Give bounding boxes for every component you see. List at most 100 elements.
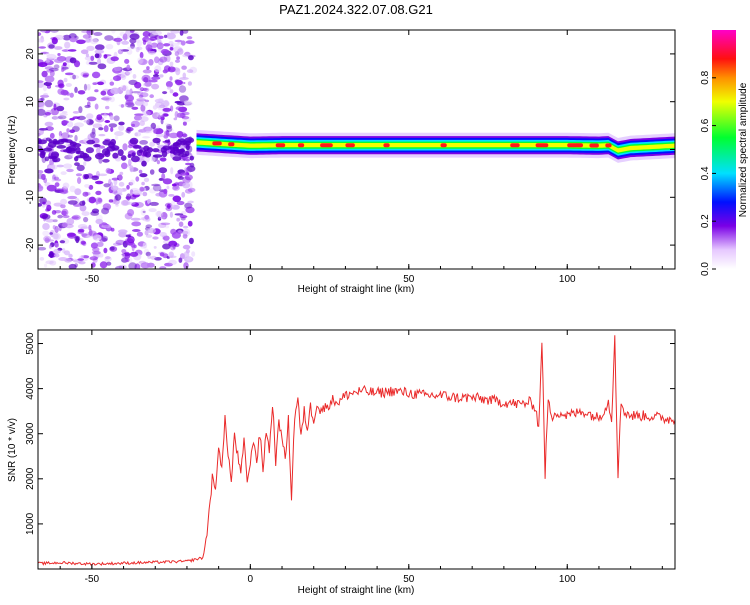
noise-core-blob bbox=[82, 152, 88, 157]
noise-blob bbox=[127, 237, 135, 243]
noise-blob bbox=[91, 71, 101, 79]
noise-blob bbox=[169, 89, 174, 94]
noise-core-blob bbox=[48, 139, 53, 143]
noise-blob bbox=[183, 100, 192, 105]
noise-blob bbox=[179, 112, 186, 119]
noise-blob bbox=[113, 37, 123, 42]
noise-blob bbox=[130, 120, 140, 128]
noise-blob bbox=[58, 83, 65, 89]
noise-blob bbox=[53, 103, 57, 111]
noise-blob bbox=[147, 255, 152, 259]
noise-blob bbox=[136, 98, 146, 102]
noise-blob bbox=[83, 161, 87, 166]
noise-blob bbox=[67, 200, 78, 205]
noise-blob bbox=[82, 34, 91, 39]
noise-blob bbox=[80, 226, 89, 230]
colorbar-tick-label: 0.8 bbox=[700, 70, 711, 84]
noise-blob bbox=[69, 37, 78, 43]
noise-blob bbox=[171, 183, 177, 187]
noise-blob bbox=[126, 184, 130, 190]
noise-blob bbox=[71, 214, 81, 221]
noise-blob bbox=[151, 76, 161, 80]
noise-blob bbox=[143, 77, 149, 83]
noise-core-blob bbox=[146, 147, 153, 153]
colorbar-tick-label: 0.6 bbox=[700, 118, 711, 132]
noise-blob bbox=[140, 262, 151, 269]
noise-blob bbox=[179, 215, 188, 219]
noise-blob bbox=[38, 128, 49, 131]
noise-blob bbox=[80, 49, 89, 55]
noise-blob bbox=[164, 262, 173, 267]
noise-blob bbox=[90, 242, 98, 249]
noise-blob bbox=[38, 184, 44, 192]
noise-blob bbox=[95, 147, 101, 154]
noise-blob bbox=[108, 178, 112, 186]
noise-blob bbox=[142, 69, 152, 74]
spectrogram-y-tick-label: 10 bbox=[25, 96, 36, 108]
noise-blob bbox=[178, 85, 187, 93]
noise-blob bbox=[188, 237, 194, 245]
noise-blob bbox=[84, 184, 90, 188]
noise-blob bbox=[138, 129, 147, 133]
noise-blob bbox=[98, 253, 104, 258]
snr-x-tick-label: 50 bbox=[403, 574, 415, 585]
noise-blob bbox=[134, 81, 142, 89]
ridge-peak bbox=[228, 142, 235, 147]
noise-blob bbox=[156, 210, 162, 218]
noise-blob bbox=[109, 79, 113, 82]
noise-blob bbox=[154, 98, 164, 103]
noise-blob bbox=[182, 121, 187, 126]
noise-blob bbox=[166, 32, 176, 40]
noise-blob bbox=[98, 145, 105, 149]
noise-blob bbox=[91, 127, 96, 135]
noise-blob bbox=[125, 196, 131, 200]
noise-blob bbox=[169, 61, 174, 67]
noise-blob bbox=[60, 171, 67, 176]
noise-core-blob bbox=[142, 150, 148, 157]
noise-blob bbox=[81, 30, 92, 34]
noise-blob bbox=[158, 35, 164, 39]
noise-blob bbox=[166, 55, 171, 63]
noise-blob bbox=[94, 49, 105, 54]
noise-blob bbox=[88, 120, 94, 124]
noise-blob bbox=[163, 43, 171, 47]
noise-blob bbox=[148, 30, 156, 34]
noise-blob bbox=[52, 219, 58, 223]
noise-blob bbox=[86, 119, 90, 124]
noise-blob bbox=[121, 253, 126, 259]
noise-blob bbox=[118, 121, 125, 126]
noise-blob bbox=[149, 141, 156, 147]
noise-blob bbox=[64, 41, 71, 49]
snr-y-axis-label: SNR (10 * v/v) bbox=[7, 418, 18, 482]
noise-blob bbox=[121, 249, 127, 254]
noise-blob bbox=[182, 233, 188, 239]
noise-blob bbox=[77, 177, 82, 184]
noise-blob bbox=[86, 45, 95, 52]
noise-core-blob bbox=[43, 147, 53, 152]
noise-blob bbox=[182, 225, 189, 229]
noise-blob bbox=[132, 74, 137, 79]
noise-blob bbox=[125, 234, 131, 238]
noise-blob bbox=[139, 116, 149, 122]
snr-panel: -50 0 50 100 1000 2000 3000 4000 5000 Height of … bbox=[7, 329, 676, 596]
noise-blob bbox=[84, 38, 92, 43]
noise-blob bbox=[170, 167, 174, 175]
noise-blob bbox=[74, 162, 80, 167]
noise-blob bbox=[97, 173, 108, 177]
noise-blob bbox=[166, 203, 171, 209]
noise-blob bbox=[127, 209, 135, 217]
noise-blob bbox=[172, 195, 182, 203]
noise-blob bbox=[101, 224, 111, 228]
noise-core-blob bbox=[127, 154, 132, 158]
snr-y-tick-label: 4000 bbox=[25, 377, 36, 400]
noise-blob bbox=[168, 251, 174, 258]
noise-blob bbox=[179, 30, 184, 36]
noise-blob bbox=[161, 173, 166, 180]
spectrogram-content bbox=[38, 30, 675, 269]
spectrogram-y-tick-label: -10 bbox=[25, 190, 36, 205]
noise-blob bbox=[82, 191, 89, 197]
noise-core-blob bbox=[72, 143, 82, 148]
noise-blob bbox=[95, 44, 105, 51]
noise-blob bbox=[72, 74, 76, 80]
noise-blob bbox=[49, 132, 55, 139]
